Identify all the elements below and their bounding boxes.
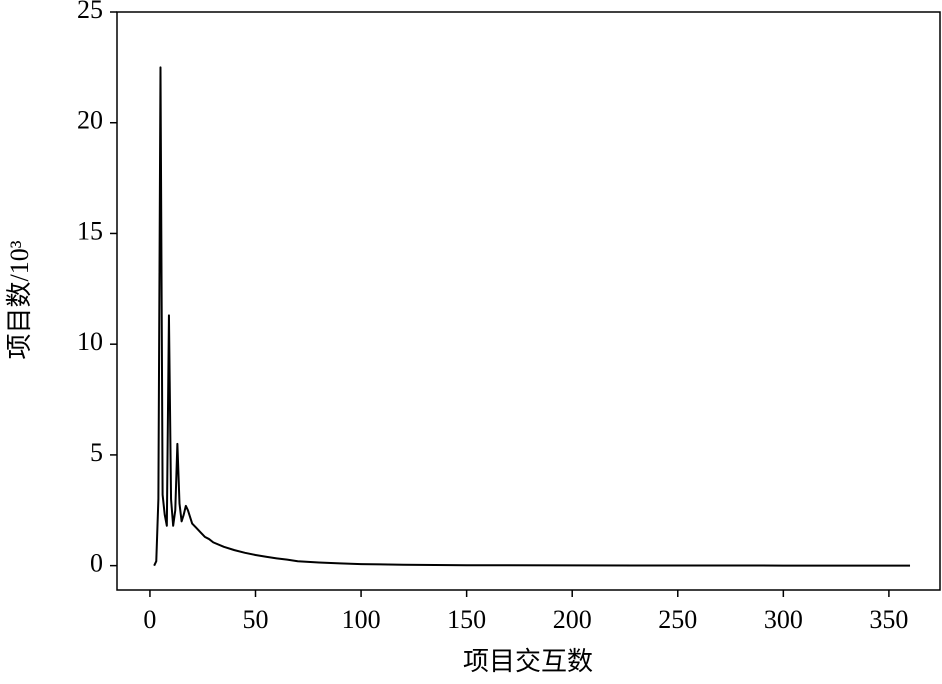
y-tick-label: 25 xyxy=(77,0,103,24)
x-tick-label: 300 xyxy=(764,605,803,634)
y-axis-label: 项目数/10³ xyxy=(5,240,34,359)
x-axis-label: 项目交互数 xyxy=(463,647,593,676)
y-tick-label: 20 xyxy=(77,106,103,135)
x-tick-label: 350 xyxy=(869,605,908,634)
x-tick-label: 100 xyxy=(342,605,381,634)
x-tick-label: 0 xyxy=(143,605,156,634)
x-tick-label: 150 xyxy=(447,605,486,634)
data-line xyxy=(153,66,911,567)
y-tick-label: 0 xyxy=(90,549,103,578)
x-tick-label: 50 xyxy=(243,605,269,634)
x-tick-label: 200 xyxy=(553,605,592,634)
x-tick-label: 250 xyxy=(658,605,697,634)
y-tick-label: 10 xyxy=(77,327,103,356)
plot-frame xyxy=(116,11,941,591)
y-tick-label: 5 xyxy=(90,438,103,467)
y-tick-label: 15 xyxy=(77,216,103,245)
